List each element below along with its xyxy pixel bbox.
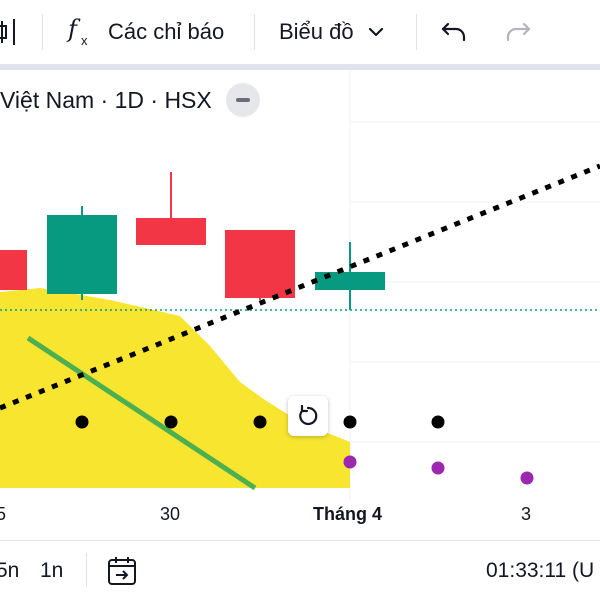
x-tick-label: 30 — [160, 504, 180, 524]
undo-icon — [441, 22, 466, 42]
clock-timezone[interactable]: 01:33:11 (U — [486, 541, 594, 600]
undo-button[interactable] — [440, 0, 468, 64]
candle-body-up — [47, 215, 117, 294]
candle-body-up — [315, 272, 385, 290]
candle-body-down — [0, 250, 27, 290]
candle-body-down — [225, 230, 295, 298]
range-1m-label: 1n — [40, 558, 64, 582]
fx-icon: f x — [66, 15, 88, 48]
green-trend-line — [26, 335, 257, 491]
chevron-down-icon — [368, 27, 383, 37]
reset-icon — [299, 405, 318, 426]
svg-text:x: x — [81, 33, 88, 48]
symbol-title[interactable]: Việt Nam · 1D · HSX — [0, 86, 212, 113]
chart-type-dropdown[interactable]: Biểu đồ — [279, 0, 384, 64]
x-tick-label: 3 — [521, 504, 531, 524]
x-tick-label: Tháng 4 — [313, 504, 382, 524]
candles-icon[interactable] — [0, 0, 22, 64]
toolbar-divider — [0, 64, 600, 70]
bottom-divider — [0, 540, 600, 541]
reset-chart-button[interactable] — [288, 396, 328, 436]
calendar-goto-icon — [108, 556, 136, 585]
black-dot — [253, 415, 267, 429]
black-dotted-trend-line — [0, 163, 600, 411]
toolbar-separator — [42, 14, 43, 50]
toolbar-separator — [254, 14, 255, 50]
chart-pane[interactable]: 5 30 Tháng 4 3 Việt Nam · 1D · HSX — [0, 70, 600, 540]
indicators-label: Các chỉ báo — [108, 19, 225, 44]
price-chart[interactable]: 5 30 Tháng 4 3 — [0, 70, 600, 540]
redo-icon — [506, 22, 531, 42]
dots-group — [75, 415, 534, 485]
range-5d-button[interactable]: 5n — [0, 541, 19, 600]
indicators-button[interactable]: f x Các chỉ báo — [66, 0, 224, 64]
bottom-separator — [86, 553, 87, 587]
redo-button[interactable] — [504, 0, 532, 64]
minus-icon — [235, 98, 250, 102]
range-5d-label: 5n — [0, 558, 20, 582]
goto-date-button[interactable] — [106, 541, 138, 600]
black-dot — [343, 415, 357, 429]
candles-group — [0, 172, 385, 310]
range-1m-button[interactable]: 1n — [40, 541, 63, 600]
yellow-cloud-area — [0, 288, 350, 488]
purple-dot — [520, 471, 534, 485]
chart-type-label: Biểu đồ — [279, 19, 354, 44]
black-dot — [431, 415, 445, 429]
collapse-legend-button[interactable] — [225, 83, 260, 117]
purple-dot — [343, 455, 357, 469]
top-toolbar: f x Các chỉ báo Biểu đồ — [0, 0, 600, 64]
x-axis: 5 30 Tháng 4 3 — [0, 504, 531, 524]
bottom-toolbar: 5n 1n 01:33:11 (U — [0, 541, 600, 600]
x-tick-label: 5 — [0, 504, 6, 524]
black-dot — [75, 415, 89, 429]
black-dot — [164, 415, 178, 429]
svg-text:f: f — [66, 15, 81, 43]
grid — [349, 70, 600, 500]
toolbar-separator — [416, 14, 417, 50]
clock-label: 01:33:11 (U — [486, 558, 595, 582]
purple-dot — [431, 461, 445, 475]
symbol-legend[interactable]: Việt Nam · 1D · HSX — [0, 80, 268, 120]
candle-body-down — [136, 218, 206, 245]
